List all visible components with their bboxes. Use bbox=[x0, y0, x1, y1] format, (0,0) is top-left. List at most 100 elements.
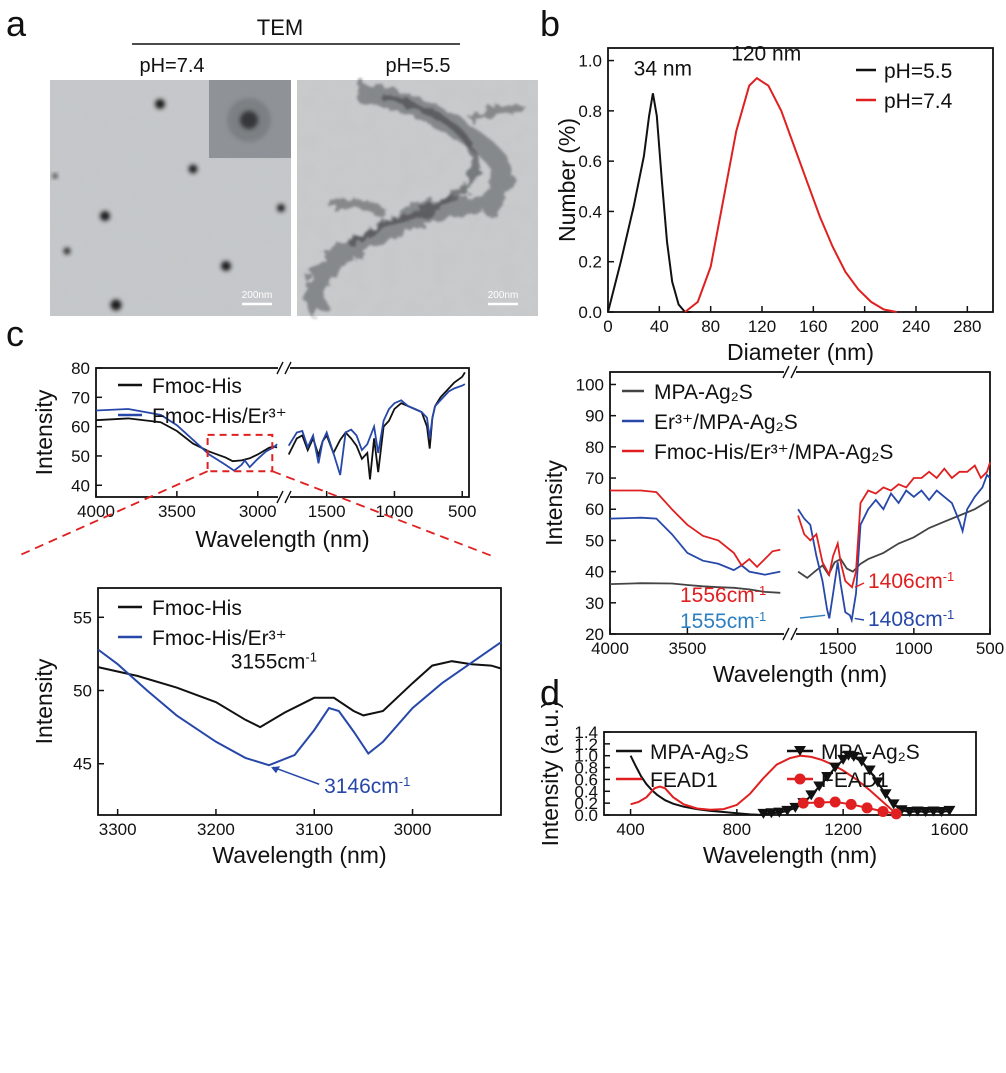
x-tick-label: 1500 bbox=[819, 639, 857, 658]
y-tick-label: 1.0 bbox=[574, 747, 598, 766]
zoom-guide-left bbox=[17, 470, 208, 557]
series-line-0 bbox=[629, 755, 764, 816]
data-point-circle bbox=[890, 808, 902, 820]
y-tick-label: 90 bbox=[585, 407, 604, 426]
tem-image-ph55: 200nm bbox=[297, 80, 538, 318]
annotation-arrow bbox=[854, 617, 865, 621]
data-point-triangle bbox=[911, 806, 924, 817]
y-tick-label: 100 bbox=[576, 375, 604, 394]
data-point-triangle bbox=[757, 808, 770, 819]
annotation-arrow bbox=[854, 582, 865, 588]
y-tick-label: 50 bbox=[73, 682, 92, 701]
x-axis-title: Wavelength (nm) bbox=[703, 842, 877, 868]
series-line-0-high bbox=[95, 417, 278, 463]
y-tick-label: 0.8 bbox=[574, 759, 598, 778]
legend-label: pH=7.4 bbox=[884, 90, 953, 113]
y-tick-label: 80 bbox=[585, 438, 604, 457]
y-tick-label: 1.2 bbox=[574, 735, 598, 754]
x-tick-label: 1500 bbox=[308, 502, 346, 521]
data-point-triangle bbox=[887, 799, 900, 810]
x-tick-label: 3000 bbox=[394, 820, 432, 839]
legend-label: MPA-Ag₂S bbox=[821, 741, 920, 764]
y-tick-label: 0.0 bbox=[578, 303, 602, 322]
peak-annotation: 120 nm bbox=[731, 43, 801, 66]
series-line-1-high bbox=[95, 408, 278, 472]
y-tick-label: 0.6 bbox=[578, 152, 602, 171]
panel-label-b: b bbox=[540, 3, 560, 44]
legend-label: Fmoc-His bbox=[152, 375, 242, 398]
axis-break bbox=[782, 365, 790, 379]
data-point-triangle bbox=[781, 805, 794, 816]
data-point-triangle bbox=[829, 762, 842, 773]
x-tick-label: 1200 bbox=[824, 820, 862, 839]
x-tick-label: 1000 bbox=[895, 639, 933, 658]
y-tick-label: 50 bbox=[585, 531, 604, 550]
zoom-region-box bbox=[206, 433, 274, 473]
legend-label: Fmoc-His/Er³⁺ bbox=[152, 627, 287, 650]
tem-title: TEM bbox=[257, 15, 303, 40]
series-line-0-low bbox=[287, 371, 466, 480]
series-line-1 bbox=[684, 76, 897, 313]
plot-frame bbox=[603, 731, 977, 816]
data-point-triangle bbox=[935, 807, 948, 818]
data-point-circle bbox=[845, 798, 857, 810]
data-point-circle bbox=[877, 805, 889, 817]
data-point-triangle bbox=[765, 808, 778, 819]
plot-frame bbox=[607, 47, 994, 313]
x-tick-label: 3300 bbox=[99, 820, 137, 839]
x-tick-label: 1000 bbox=[376, 502, 414, 521]
y-tick-label: 70 bbox=[585, 469, 604, 488]
data-point-triangle bbox=[903, 807, 916, 818]
y-tick-label: 55 bbox=[73, 608, 92, 627]
x-tick-label: 3200 bbox=[197, 820, 235, 839]
series-line-0-high bbox=[609, 582, 781, 594]
peak-annotation-1556: 1556cm-1 bbox=[680, 583, 766, 608]
zoom-guide-right bbox=[271, 470, 493, 557]
peak-annotation-1408: 1408cm-1 bbox=[868, 607, 954, 632]
data-point-triangle bbox=[805, 790, 818, 801]
series-line-1-low bbox=[287, 383, 466, 476]
y-tick-label: 80 bbox=[71, 359, 90, 378]
x-tick-label: 4000 bbox=[591, 639, 629, 658]
x-tick-label: 400 bbox=[616, 820, 644, 839]
y-tick-label: 40 bbox=[71, 476, 90, 495]
y-axis-title: Intensity bbox=[31, 389, 57, 475]
tem-left-label: pH=7.4 bbox=[139, 55, 204, 77]
y-axis-title: Intensity bbox=[31, 658, 57, 744]
data-point-triangle bbox=[847, 751, 860, 762]
series-line-1 bbox=[97, 641, 502, 767]
x-axis-title: Wavelength (nm) bbox=[212, 842, 386, 868]
peak-annotation-3146: 3146cm-1 bbox=[324, 774, 410, 799]
y-tick-label: 30 bbox=[585, 594, 604, 613]
y-tick-label: 20 bbox=[585, 625, 604, 644]
panel-label-d: d bbox=[540, 672, 560, 713]
legend-label: FEAD1 bbox=[650, 769, 718, 792]
plot-frame bbox=[97, 587, 502, 816]
peak-annotation-3155: 3155cm-1 bbox=[231, 649, 317, 674]
legend-marker bbox=[794, 773, 806, 785]
axis-break bbox=[790, 627, 798, 641]
y-axis-title: Intensity bbox=[541, 460, 567, 546]
scale-text-left: 200nm bbox=[242, 290, 273, 301]
legend-label: MPA-Ag₂S bbox=[650, 741, 749, 764]
annotation-arrowhead bbox=[271, 766, 281, 774]
x-tick-label: 280 bbox=[953, 317, 981, 336]
data-point-triangle bbox=[837, 754, 850, 765]
legend-label: Fmoc-His bbox=[152, 597, 242, 620]
x-tick-label: 120 bbox=[748, 317, 776, 336]
x-axis-title: Wavelength (nm) bbox=[195, 526, 369, 552]
peak-annotation-1555: 1555cm-1 bbox=[680, 609, 766, 634]
annotation-arrow bbox=[799, 614, 826, 619]
x-tick-label: 160 bbox=[799, 317, 827, 336]
data-point-triangle bbox=[943, 805, 956, 816]
axis-break bbox=[782, 627, 790, 641]
tem-right-label: pH=5.5 bbox=[385, 55, 450, 77]
x-tick-label: 3100 bbox=[295, 820, 333, 839]
y-tick-label: 0.2 bbox=[574, 794, 598, 813]
legend-label: FEAD1 bbox=[821, 769, 889, 792]
x-tick-label: 800 bbox=[723, 820, 751, 839]
axis-break bbox=[276, 361, 284, 375]
data-point-circle bbox=[829, 796, 841, 808]
data-point-circle bbox=[861, 802, 873, 814]
